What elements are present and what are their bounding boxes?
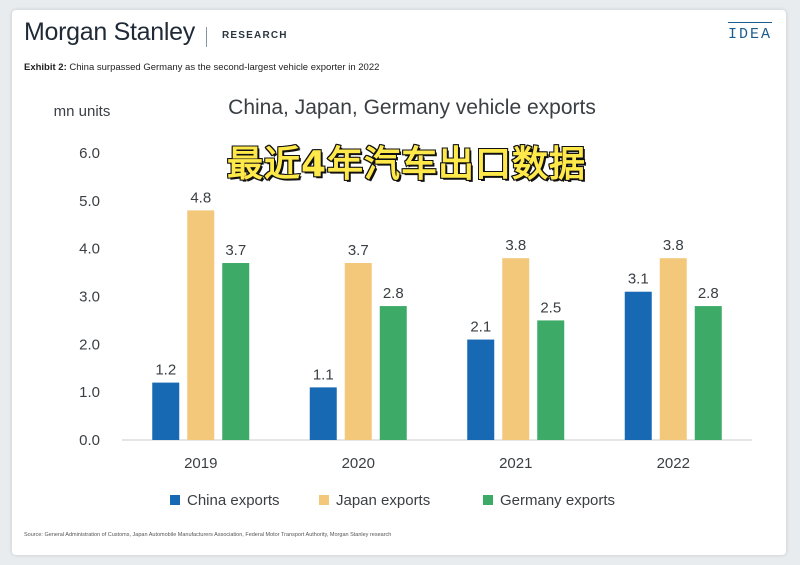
bar-japan-exports (344, 263, 372, 440)
data-label: 3.8 (663, 237, 684, 254)
overlay-caption: 最近4年汽车出口数据 (226, 143, 587, 186)
data-label: 1.2 (155, 362, 176, 379)
x-tick-label: 2022 (657, 455, 690, 472)
y-tick-label: 3.0 (79, 289, 100, 306)
exhibit-text: China surpassed Germany as the second-la… (69, 62, 380, 73)
bar-chart: China, Japan, Germany vehicle exports mn … (54, 96, 752, 509)
data-label: 3.8 (505, 237, 526, 254)
y-tick-label: 6.0 (79, 145, 100, 162)
header-divider (206, 27, 207, 47)
bar-japan-exports (187, 210, 215, 440)
report-card: Morgan Stanley RESEARCH IDEA Exhibit 2: … (12, 10, 786, 555)
bar-germany-exports (694, 306, 722, 440)
x-tick-label: 2021 (499, 455, 532, 472)
y-tick-label: 0.0 (79, 432, 100, 449)
source-note: Source: General Administration of Custom… (24, 532, 392, 538)
exhibit-caption: Exhibit 2: China surpassed Germany as th… (24, 62, 379, 73)
bar-japan-exports (502, 258, 530, 440)
chart-title: China, Japan, Germany vehicle exports (228, 96, 596, 119)
bar-china-exports (467, 339, 495, 440)
section-label: RESEARCH (222, 30, 288, 41)
legend-swatch (170, 495, 180, 505)
data-label: 3.7 (225, 242, 246, 259)
data-label: 3.7 (348, 242, 369, 259)
idea-badge: IDEA (727, 22, 772, 43)
y-tick-label: 5.0 (79, 193, 100, 210)
bar-china-exports (624, 291, 652, 440)
bar-germany-exports (379, 306, 407, 440)
data-label: 2.5 (540, 299, 561, 316)
brand-logo: Morgan Stanley (24, 18, 195, 46)
y-tick-label: 4.0 (79, 241, 100, 258)
exhibit-label: Exhibit 2: (24, 62, 67, 73)
y-tick-label: 1.0 (79, 384, 100, 401)
bar-germany-exports (537, 320, 565, 440)
legend-item: China exports (187, 492, 280, 509)
bar-china-exports (309, 387, 337, 440)
legend-swatch (483, 495, 493, 505)
y-axis-label: mn units (54, 103, 111, 120)
x-tick-label: 2019 (184, 455, 217, 472)
bar-japan-exports (659, 258, 687, 440)
legend-item: Germany exports (500, 492, 615, 509)
data-label: 2.1 (470, 319, 491, 336)
data-label: 2.8 (698, 285, 719, 302)
legend-item: Japan exports (336, 492, 430, 509)
legend-swatch (319, 495, 329, 505)
y-tick-label: 2.0 (79, 336, 100, 353)
data-label: 1.1 (313, 366, 334, 383)
bar-germany-exports (222, 263, 250, 440)
data-label: 3.1 (628, 271, 649, 288)
data-label: 4.8 (190, 189, 211, 206)
x-tick-label: 2020 (342, 455, 375, 472)
data-label: 2.8 (383, 285, 404, 302)
bar-china-exports (152, 382, 180, 440)
